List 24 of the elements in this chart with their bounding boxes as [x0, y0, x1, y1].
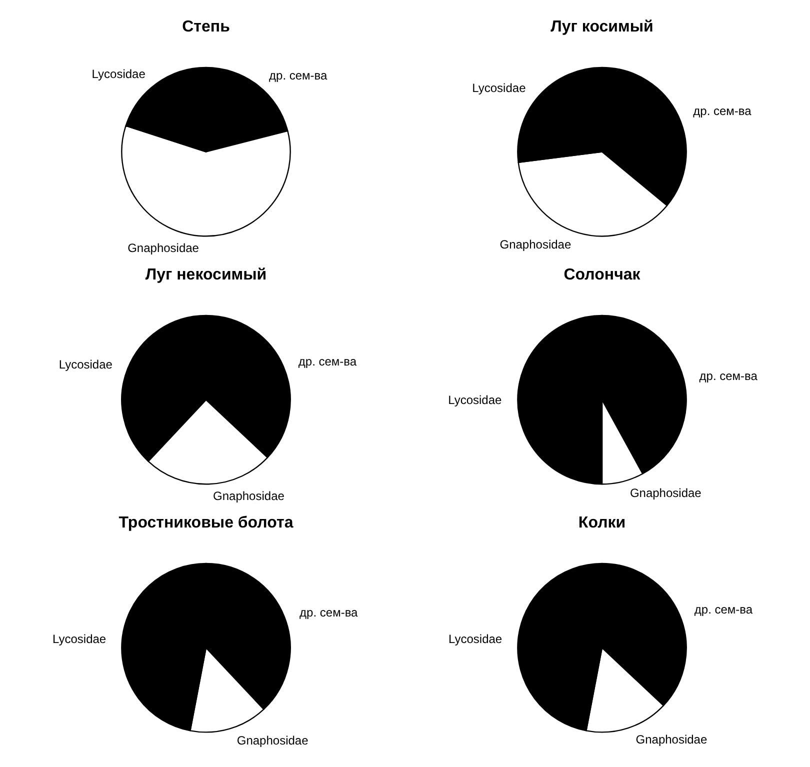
slice-label: др. сем-ва — [699, 368, 758, 383]
slice-label: др. сем-ва — [694, 602, 753, 617]
slice-label: Gnaphosidae — [128, 241, 200, 256]
slice-label: др. сем-ва — [693, 104, 752, 118]
chart-title: Колки — [578, 514, 626, 532]
slice-label: др. сем-ва — [300, 605, 358, 620]
slice-label: Gnaphosidae — [630, 486, 702, 500]
chart-title: Луг некосимый — [145, 266, 267, 284]
slice-label: др. сем-ва — [298, 354, 357, 369]
slice-label: др. сем-ва — [269, 68, 328, 83]
slice-label: Gnaphosidae — [500, 237, 572, 252]
slice-label: Lycosidae — [58, 357, 113, 372]
chart-title: Солончак — [564, 266, 642, 284]
slice-label: Gnaphosidae — [636, 732, 708, 746]
slice-label: Lycosidae — [472, 81, 526, 96]
slice-label: Gnaphosidae — [236, 733, 309, 748]
slice-label: Lycosidae — [92, 66, 146, 81]
chart-title: Степь — [182, 18, 230, 36]
slice-label: Gnaphosidae — [213, 489, 285, 504]
slice-label: Lycosidae — [448, 392, 502, 407]
chart-title: Тростниковые болота — [118, 514, 294, 532]
slice-label: Lycosidae — [448, 632, 502, 646]
chart-title: Луг косимый — [550, 18, 654, 36]
slice-label: Lycosidae — [52, 632, 106, 646]
